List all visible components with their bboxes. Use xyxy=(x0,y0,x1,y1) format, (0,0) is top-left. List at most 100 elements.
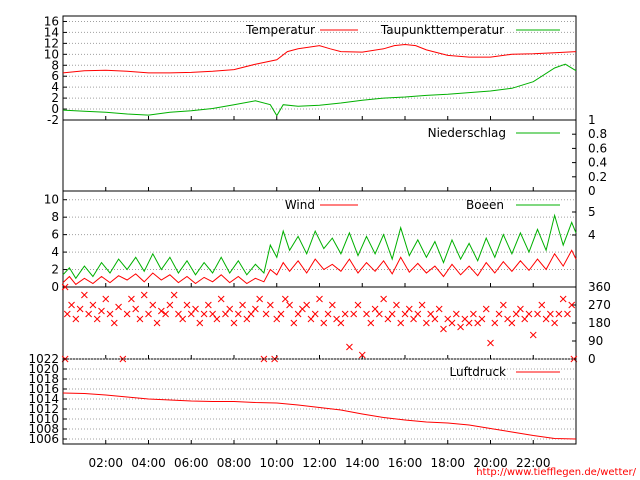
y-right-tick-label: 0.2 xyxy=(588,170,607,184)
direction-point xyxy=(397,319,405,327)
direction-point xyxy=(341,310,349,318)
direction-point xyxy=(320,319,328,327)
x-tick-label: 08:00 xyxy=(217,456,252,470)
direction-point xyxy=(61,283,69,291)
direction-point xyxy=(252,305,259,313)
direction-point xyxy=(410,315,417,323)
direction-point xyxy=(380,295,387,303)
time-axis: 02:00 04:00 06:00 08:00 10:00 12:00 14:00 16:00… xyxy=(88,456,550,470)
direction-point xyxy=(273,315,281,323)
direction-point xyxy=(72,315,80,323)
y-right-tick-label: 0 xyxy=(588,352,596,366)
y-tick-label: 1020 xyxy=(28,362,59,376)
direction-point xyxy=(384,315,392,323)
credit-url[interactable]: http://www.tiefflegen.de/wetter/ xyxy=(476,467,636,478)
legend-label: Wind xyxy=(285,198,315,212)
x-tick-label: 04:00 xyxy=(131,456,166,470)
x-tick-label: 18:00 xyxy=(430,456,465,470)
y-tick-label: 1006 xyxy=(28,432,59,446)
x-tick-label: 20:00 xyxy=(473,456,508,470)
direction-point xyxy=(136,315,144,323)
x-tick-label: 10:00 xyxy=(259,456,294,470)
direction-point xyxy=(85,310,93,318)
wind-panel: 0 2 4 6 8 10 4 5 Wind Boeen xyxy=(44,190,596,294)
direction-point xyxy=(98,307,105,315)
direction-point xyxy=(307,315,315,323)
direction-point xyxy=(508,319,516,327)
direction-point xyxy=(470,310,477,318)
legend-label: Taupunkttemperatur xyxy=(380,23,504,37)
direction-point xyxy=(76,305,84,313)
direction-point xyxy=(465,319,473,327)
direction-point xyxy=(354,301,362,309)
y-tick-label: 14 xyxy=(44,25,59,39)
direction-point xyxy=(418,301,426,309)
direction-point xyxy=(106,310,114,318)
direction-point xyxy=(187,310,195,318)
direction-point xyxy=(388,310,396,318)
x-tick-label: 22:00 xyxy=(516,456,551,470)
direction-point xyxy=(140,291,148,299)
direction-point xyxy=(262,310,270,318)
direction-point xyxy=(555,310,563,318)
direction-point xyxy=(266,301,274,309)
direction-point xyxy=(482,305,490,313)
direction-point xyxy=(521,315,529,323)
y-tick-label: -2 xyxy=(47,113,59,127)
direction-point xyxy=(367,319,375,327)
direction-point xyxy=(294,310,302,318)
direction-point xyxy=(166,301,174,309)
direction-point xyxy=(200,310,208,318)
wind-direction-panel: 0 90 180 270 360 xyxy=(61,280,611,366)
direction-point xyxy=(281,295,289,303)
y-tick-label: 1008 xyxy=(28,422,59,436)
direction-point xyxy=(93,315,101,323)
direction-point xyxy=(153,319,161,327)
y-tick-label: 1016 xyxy=(28,382,59,396)
y-tick-label: 8 xyxy=(51,210,59,224)
y-tick-label: 6 xyxy=(51,69,59,83)
direction-point xyxy=(110,319,118,327)
direction-point xyxy=(192,305,199,313)
direction-point xyxy=(196,319,204,327)
series-line xyxy=(62,213,577,280)
direction-point xyxy=(559,295,567,303)
direction-point xyxy=(123,310,131,318)
direction-point xyxy=(162,310,169,318)
direction-point xyxy=(525,310,533,318)
direction-point xyxy=(495,310,503,318)
direction-point xyxy=(209,310,216,318)
direction-point xyxy=(311,310,319,318)
direction-point xyxy=(431,315,439,323)
y-tick-label: 1018 xyxy=(28,372,59,386)
y-tick-label: 1012 xyxy=(28,402,59,416)
precipitation-panel: 00.20.40.60.81 Niederschlag xyxy=(62,113,607,198)
y-right-tick-label: 0 xyxy=(588,184,596,198)
y-right-tick-label: 4 xyxy=(588,228,596,242)
direction-point xyxy=(546,310,554,318)
direction-point xyxy=(230,319,238,327)
direction-point xyxy=(401,310,409,318)
y-tick-label: 0 xyxy=(51,102,59,116)
y-right-tick-label: 0.8 xyxy=(588,127,607,141)
direction-point xyxy=(128,295,135,303)
direction-point xyxy=(423,319,430,327)
direction-point xyxy=(393,301,400,309)
direction-point xyxy=(499,301,507,309)
y-tick-label: 6 xyxy=(51,228,59,242)
direction-point xyxy=(170,291,178,299)
direction-point xyxy=(487,339,494,347)
direction-point xyxy=(534,310,541,318)
direction-point xyxy=(102,295,110,303)
y-right-tick-label: 0.4 xyxy=(588,156,607,170)
direction-point xyxy=(517,305,524,313)
x-tick-label: 12:00 xyxy=(302,456,337,470)
direction-point xyxy=(234,310,242,318)
y-right-tick-label: 270 xyxy=(588,298,611,312)
direction-point xyxy=(452,310,460,318)
y-right-tick-label: 360 xyxy=(588,280,611,294)
direction-point xyxy=(286,301,293,309)
direction-point xyxy=(427,310,435,318)
